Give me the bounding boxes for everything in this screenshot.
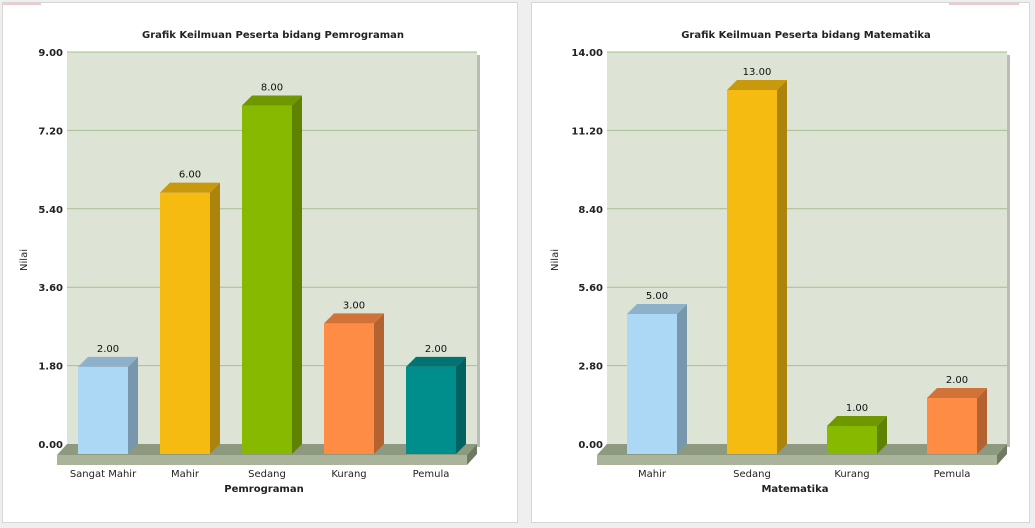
data-label: 2.00 — [946, 375, 968, 386]
y-tick-label: 14.00 — [571, 48, 603, 59]
y-tick-label: 8.40 — [578, 205, 603, 216]
y-tick-label: 9.00 — [38, 48, 63, 59]
plot-shadow — [1007, 55, 1010, 447]
bar-side — [877, 416, 887, 454]
bar-side — [128, 356, 138, 454]
data-label: 1.00 — [846, 403, 868, 414]
y-tick-label: 2.80 — [578, 362, 603, 373]
bar-side — [777, 80, 787, 454]
data-label: 2.00 — [97, 344, 119, 355]
floor-side — [467, 444, 477, 465]
bar-top — [627, 304, 687, 314]
bar-side — [456, 356, 466, 454]
panel-accent — [949, 3, 1019, 5]
bar — [406, 356, 466, 454]
bar — [78, 356, 138, 454]
bar — [927, 388, 987, 454]
bar-top — [927, 388, 987, 398]
bar-side — [374, 313, 384, 454]
y-tick-label: 5.60 — [578, 283, 603, 294]
floor-side — [997, 444, 1007, 465]
x-axis-label: Matematika — [761, 484, 828, 495]
floor-top — [597, 444, 1007, 455]
bar-top — [324, 313, 384, 324]
y-tick-label: 5.40 — [38, 205, 63, 216]
bar-front — [627, 314, 677, 454]
chart-panel-pemrograman: Grafik Keilmuan Peserta bidang Pemrogram… — [2, 2, 518, 523]
bar-side — [677, 304, 687, 454]
y-tick-label: 0.00 — [578, 440, 603, 451]
data-label: 5.00 — [646, 291, 668, 302]
y-tick-label: 11.20 — [571, 126, 603, 137]
floor-front — [597, 455, 997, 465]
bar-side — [292, 95, 302, 455]
bar — [827, 416, 887, 454]
y-tick-label: 1.80 — [38, 362, 63, 373]
bar-front — [827, 426, 877, 454]
x-tick-label: Pemula — [413, 469, 450, 480]
y-tick-label: 3.60 — [38, 283, 63, 294]
y-axis-label: Nilai — [19, 249, 30, 271]
data-label: 6.00 — [179, 170, 201, 181]
plot-shadow — [477, 55, 480, 447]
bar-top — [406, 356, 466, 367]
x-tick-label: Sedang — [733, 469, 771, 480]
bar-top — [827, 416, 887, 426]
data-label: 2.00 — [425, 344, 447, 355]
bar-front — [160, 192, 210, 454]
x-tick-label: Mahir — [638, 469, 667, 480]
chart-pemrograman: Grafik Keilmuan Peserta bidang Pemrogram… — [19, 30, 480, 495]
y-tick-label: 0.00 — [38, 440, 63, 451]
bar-top — [78, 356, 138, 367]
data-label: 8.00 — [261, 83, 283, 94]
x-axis-label: Pemrograman — [224, 484, 303, 495]
plot-area: 0.00 2.80 5.60 8.40 11.20 14.00 5.00 Mahir 13.00… — [571, 48, 1010, 480]
bar-top — [727, 80, 787, 90]
data-label: 13.00 — [743, 67, 772, 78]
x-tick-label: Kurang — [834, 469, 869, 480]
bar-top — [160, 182, 220, 193]
chart-title: Grafik Keilmuan Peserta bidang Matematik… — [681, 30, 931, 41]
bar — [727, 80, 787, 454]
panel-accent — [3, 3, 41, 5]
bar-front — [406, 366, 456, 454]
bar — [242, 95, 302, 455]
bar-side — [977, 388, 987, 454]
x-tick-label: Sangat Mahir — [70, 469, 137, 480]
bar-front — [242, 105, 292, 455]
plot-area: 0.00 1.80 3.60 5.40 7.20 9.00 2.00 Sangat Mahir… — [38, 48, 480, 480]
bar — [627, 304, 687, 454]
chart-title: Grafik Keilmuan Peserta bidang Pemrogram… — [142, 30, 404, 41]
y-axis-label: Nilai — [550, 249, 561, 271]
bar-front — [78, 366, 128, 454]
chart-matematika: Grafik Keilmuan Peserta bidang Matematik… — [550, 30, 1010, 495]
y-tick-label: 7.20 — [38, 126, 63, 137]
x-tick-label: Mahir — [171, 469, 200, 480]
floor-front — [57, 455, 467, 465]
x-tick-label: Pemula — [934, 469, 971, 480]
data-label: 3.00 — [343, 300, 365, 311]
bar-front — [927, 398, 977, 454]
x-tick-label: Kurang — [331, 469, 366, 480]
bar — [160, 182, 220, 454]
bar — [324, 313, 384, 454]
chart-panel-matematika: Grafik Keilmuan Peserta bidang Matematik… — [531, 2, 1030, 523]
bar-side — [210, 182, 220, 454]
x-tick-label: Sedang — [248, 469, 286, 480]
bar-top — [242, 95, 302, 106]
bar-front — [324, 323, 374, 454]
bar-front — [727, 90, 777, 454]
